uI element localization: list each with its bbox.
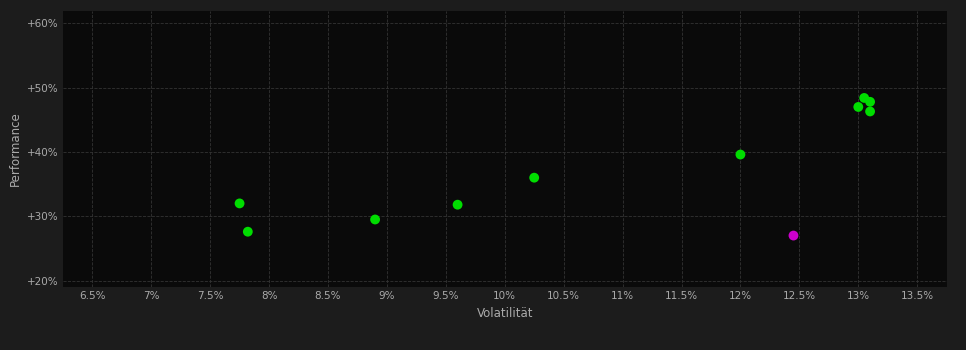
Point — [851, 104, 867, 110]
Point — [863, 108, 878, 114]
Point — [241, 229, 256, 234]
Point — [367, 217, 383, 222]
Y-axis label: Performance: Performance — [9, 111, 21, 186]
Point — [863, 99, 878, 105]
X-axis label: Volatilität: Volatilität — [476, 307, 533, 320]
Point — [232, 201, 247, 206]
Point — [857, 95, 872, 101]
Point — [732, 152, 748, 158]
Point — [785, 233, 801, 238]
Point — [450, 202, 466, 208]
Point — [526, 175, 542, 181]
